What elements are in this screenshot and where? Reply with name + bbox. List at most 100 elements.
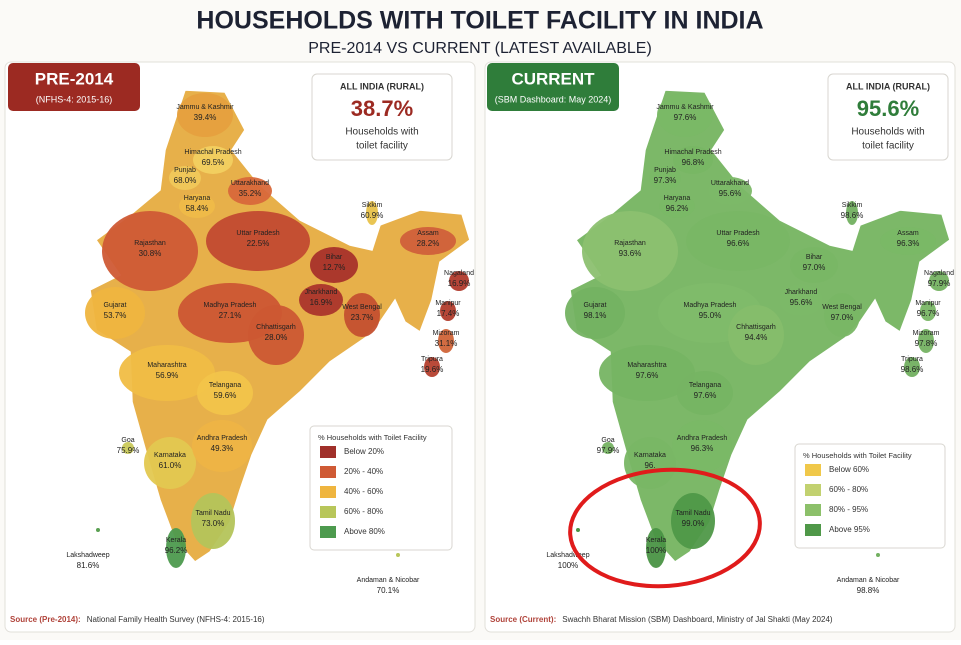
state-value: 16.9%	[310, 298, 333, 307]
legend-swatch	[805, 524, 821, 536]
state-value: 96.6%	[727, 239, 750, 248]
badge-title: PRE-2014	[35, 69, 114, 88]
state-region	[624, 437, 676, 489]
state-value: 95.0%	[699, 311, 722, 320]
state-name: Chhattisgarh	[736, 324, 776, 331]
state-name: Chhattisgarh	[256, 324, 296, 331]
state-value: 35.2%	[239, 189, 262, 198]
legend-label: Below 60%	[829, 465, 869, 474]
state-region	[677, 371, 733, 415]
state-value: 97.8%	[915, 339, 938, 348]
state-name: Gujarat	[584, 302, 607, 309]
state-region	[193, 146, 233, 174]
state-region	[119, 345, 215, 401]
state-name: Lakshadweep	[66, 552, 109, 559]
state-region	[671, 493, 715, 549]
state-value: 96.3%	[897, 239, 920, 248]
state-region	[424, 357, 440, 377]
state-value: 100%	[646, 546, 666, 555]
state-value: 97.9%	[597, 446, 620, 455]
state-value: 19.6%	[421, 365, 444, 374]
state-region	[824, 293, 860, 337]
state-name: Uttarakhand	[711, 180, 749, 187]
state-name: Tamil Nadu	[675, 510, 710, 517]
summary-description: Households with	[345, 127, 418, 138]
state-region	[646, 528, 666, 568]
state-region	[344, 293, 380, 337]
state-name: Maharashtra	[147, 362, 186, 369]
state-value: 98.6%	[841, 211, 864, 220]
state-region	[179, 194, 215, 218]
state-name: Andaman & Nicobar	[837, 577, 900, 584]
state-region	[192, 420, 252, 472]
state-name: Punjab	[654, 167, 676, 174]
state-value: 16.9%	[448, 279, 471, 288]
state-region	[790, 247, 838, 283]
state-region	[657, 93, 713, 137]
state-region	[248, 305, 304, 365]
badge	[8, 63, 140, 111]
state-name: Madhya Pradesh	[204, 302, 257, 309]
state-value: 97.0%	[803, 263, 826, 272]
legend-label: Above 80%	[344, 527, 385, 536]
state-value: 97.3%	[654, 176, 677, 185]
summary-label: ALL INDIA (RURAL)	[846, 81, 930, 91]
state-value: 98.8%	[857, 586, 880, 595]
state-value: 75.9%	[117, 446, 140, 455]
state-value: 95.6%	[790, 298, 813, 307]
summary-description: toilet facility	[356, 141, 408, 152]
legend-label: Below 20%	[344, 447, 384, 456]
state-name: Jammu & Kashmir	[656, 104, 714, 111]
state-name: Kerala	[166, 537, 186, 544]
state-region	[779, 284, 823, 316]
state-name: Haryana	[184, 195, 211, 202]
state-region	[708, 177, 752, 205]
state-name: Haryana	[664, 195, 691, 202]
state-value: 96.8%	[682, 158, 705, 167]
state-name: Tamil Nadu	[195, 510, 230, 517]
state-value: 28.2%	[417, 239, 440, 248]
state-name: Rajasthan	[134, 240, 166, 247]
state-value: 94.4%	[745, 333, 768, 342]
state-name: Maharashtra	[627, 362, 666, 369]
state-name: Gujarat	[104, 302, 127, 309]
summary-description: Households with	[851, 127, 924, 138]
state-value: 22.5%	[247, 239, 270, 248]
state-value: 97.6%	[636, 371, 659, 380]
state-name: Bihar	[806, 254, 823, 261]
state-region	[169, 166, 201, 190]
state-name: Jharkhand	[305, 289, 338, 296]
state-value: 59.6%	[214, 391, 237, 400]
state-region	[599, 345, 695, 401]
state-value: 81.6%	[77, 561, 100, 570]
state-name: Rajasthan	[614, 240, 646, 247]
state-name: Uttar Pradesh	[716, 230, 759, 237]
legend-title: % Households with Toilet Facility	[318, 433, 427, 442]
state-name: West Bengal	[342, 304, 382, 311]
state-value: 28.0%	[265, 333, 288, 342]
state-name: Andhra Pradesh	[197, 435, 248, 442]
state-value: 96.7%	[917, 309, 940, 318]
state-name: Assam	[897, 230, 919, 237]
state-region	[122, 442, 134, 454]
badge-note: (SBM Dashboard: May 2024)	[495, 94, 612, 104]
state-name: Tripura	[901, 356, 923, 363]
summary-box	[827, 73, 949, 161]
legend-swatch	[320, 446, 336, 458]
state-region	[602, 442, 614, 454]
island-marker	[96, 528, 100, 532]
source-text: National Family Health Survey (NFHS-4: 2…	[87, 615, 265, 624]
state-region	[206, 211, 310, 271]
state-name: Bihar	[326, 254, 343, 261]
legend-swatch	[320, 506, 336, 518]
state-region	[686, 211, 790, 271]
state-name: Nagaland	[924, 270, 954, 277]
state-value: 31.1%	[435, 339, 458, 348]
state-name: Andhra Pradesh	[677, 435, 728, 442]
state-value: 95.6%	[719, 189, 742, 198]
state-value: 97.6%	[694, 391, 717, 400]
state-value: 69.5%	[202, 158, 225, 167]
state-value: 61.0%	[159, 461, 182, 470]
summary-box	[311, 73, 453, 161]
